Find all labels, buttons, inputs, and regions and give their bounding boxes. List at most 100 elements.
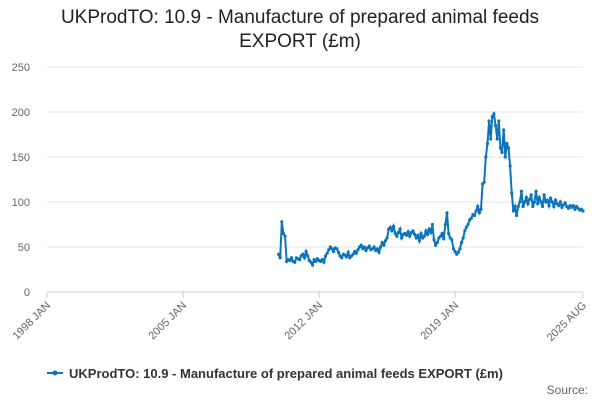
data-point — [359, 243, 363, 247]
y-tick-label: 250 — [12, 62, 30, 74]
data-point — [521, 204, 525, 209]
data-point — [322, 260, 326, 264]
data-point — [427, 227, 431, 231]
data-point — [356, 248, 360, 252]
data-point — [469, 216, 473, 220]
data-point — [519, 189, 524, 193]
data-point — [537, 195, 541, 200]
data-point — [411, 229, 415, 233]
data-point — [335, 247, 339, 251]
data-point — [293, 260, 297, 264]
data-point — [513, 204, 517, 209]
data-point — [518, 200, 522, 204]
data-point — [581, 209, 585, 213]
data-point — [390, 229, 394, 233]
data-point — [516, 204, 520, 209]
data-point — [280, 220, 284, 224]
data-point — [398, 227, 402, 231]
data-point — [385, 236, 389, 240]
data-point — [422, 234, 426, 238]
data-point — [278, 256, 282, 260]
data-point — [487, 119, 491, 123]
data-point — [485, 141, 490, 146]
data-point — [547, 204, 551, 208]
data-point — [372, 245, 376, 249]
legend-marker — [52, 370, 58, 376]
data-point — [527, 197, 532, 201]
data-point — [508, 164, 512, 168]
data-point — [511, 209, 515, 213]
data-point — [510, 191, 514, 195]
data-point — [424, 229, 428, 233]
data-point — [434, 243, 438, 247]
data-point — [490, 114, 494, 119]
data-point — [500, 150, 504, 155]
data-point — [367, 244, 371, 248]
data-point — [288, 258, 292, 263]
data-point — [472, 213, 477, 218]
data-point — [515, 213, 519, 218]
data-point — [377, 250, 381, 254]
data-point — [503, 155, 507, 159]
data-point — [550, 200, 554, 204]
data-point — [453, 249, 457, 254]
data-point — [571, 204, 575, 208]
data-point — [432, 238, 436, 242]
data-point — [566, 206, 571, 210]
data-point — [396, 231, 400, 235]
data-point — [466, 222, 470, 227]
data-point — [419, 231, 423, 236]
data-point — [330, 247, 334, 251]
data-point — [492, 112, 496, 116]
data-point — [438, 234, 443, 238]
data-point — [476, 204, 480, 209]
x-tick-label: 2012 JAN — [283, 300, 326, 343]
data-point — [304, 249, 308, 254]
y-tick-label: 0 — [24, 287, 30, 299]
series-line — [277, 110, 584, 268]
data-point — [545, 198, 549, 202]
data-point — [446, 231, 451, 236]
data-point — [412, 232, 417, 236]
data-point — [301, 252, 305, 256]
y-tick-label: 200 — [12, 107, 30, 119]
data-point — [536, 202, 540, 206]
data-point — [320, 258, 324, 262]
data-point — [523, 200, 527, 204]
data-point — [539, 200, 543, 204]
chart-title: UKProdTO: 10.9 - Manufacture of prepared… — [60, 7, 540, 52]
data-point — [456, 250, 460, 254]
data-point — [440, 231, 444, 236]
data-point — [276, 252, 281, 256]
data-point — [542, 193, 546, 197]
data-point — [560, 205, 564, 209]
data-point — [505, 141, 509, 146]
data-point — [489, 137, 493, 141]
data-point — [425, 232, 430, 236]
data-point — [378, 245, 383, 249]
data-point — [430, 222, 435, 227]
data-point — [484, 155, 488, 159]
data-point — [306, 254, 310, 258]
data-point — [406, 230, 410, 234]
data-point — [302, 256, 307, 260]
data-point — [531, 204, 535, 209]
data-point — [563, 201, 567, 205]
data-point — [474, 209, 478, 213]
data-point — [526, 202, 530, 206]
data-point — [404, 233, 409, 237]
data-point — [573, 207, 577, 211]
data-point — [524, 195, 528, 200]
data-point — [327, 248, 331, 252]
data-point — [382, 243, 386, 247]
data-point — [289, 256, 294, 260]
data-point — [309, 260, 313, 264]
data-point — [298, 258, 302, 262]
data-point — [459, 240, 464, 245]
data-point — [552, 204, 556, 209]
data-point — [340, 256, 344, 260]
data-point — [362, 245, 366, 249]
data-point — [553, 198, 558, 202]
